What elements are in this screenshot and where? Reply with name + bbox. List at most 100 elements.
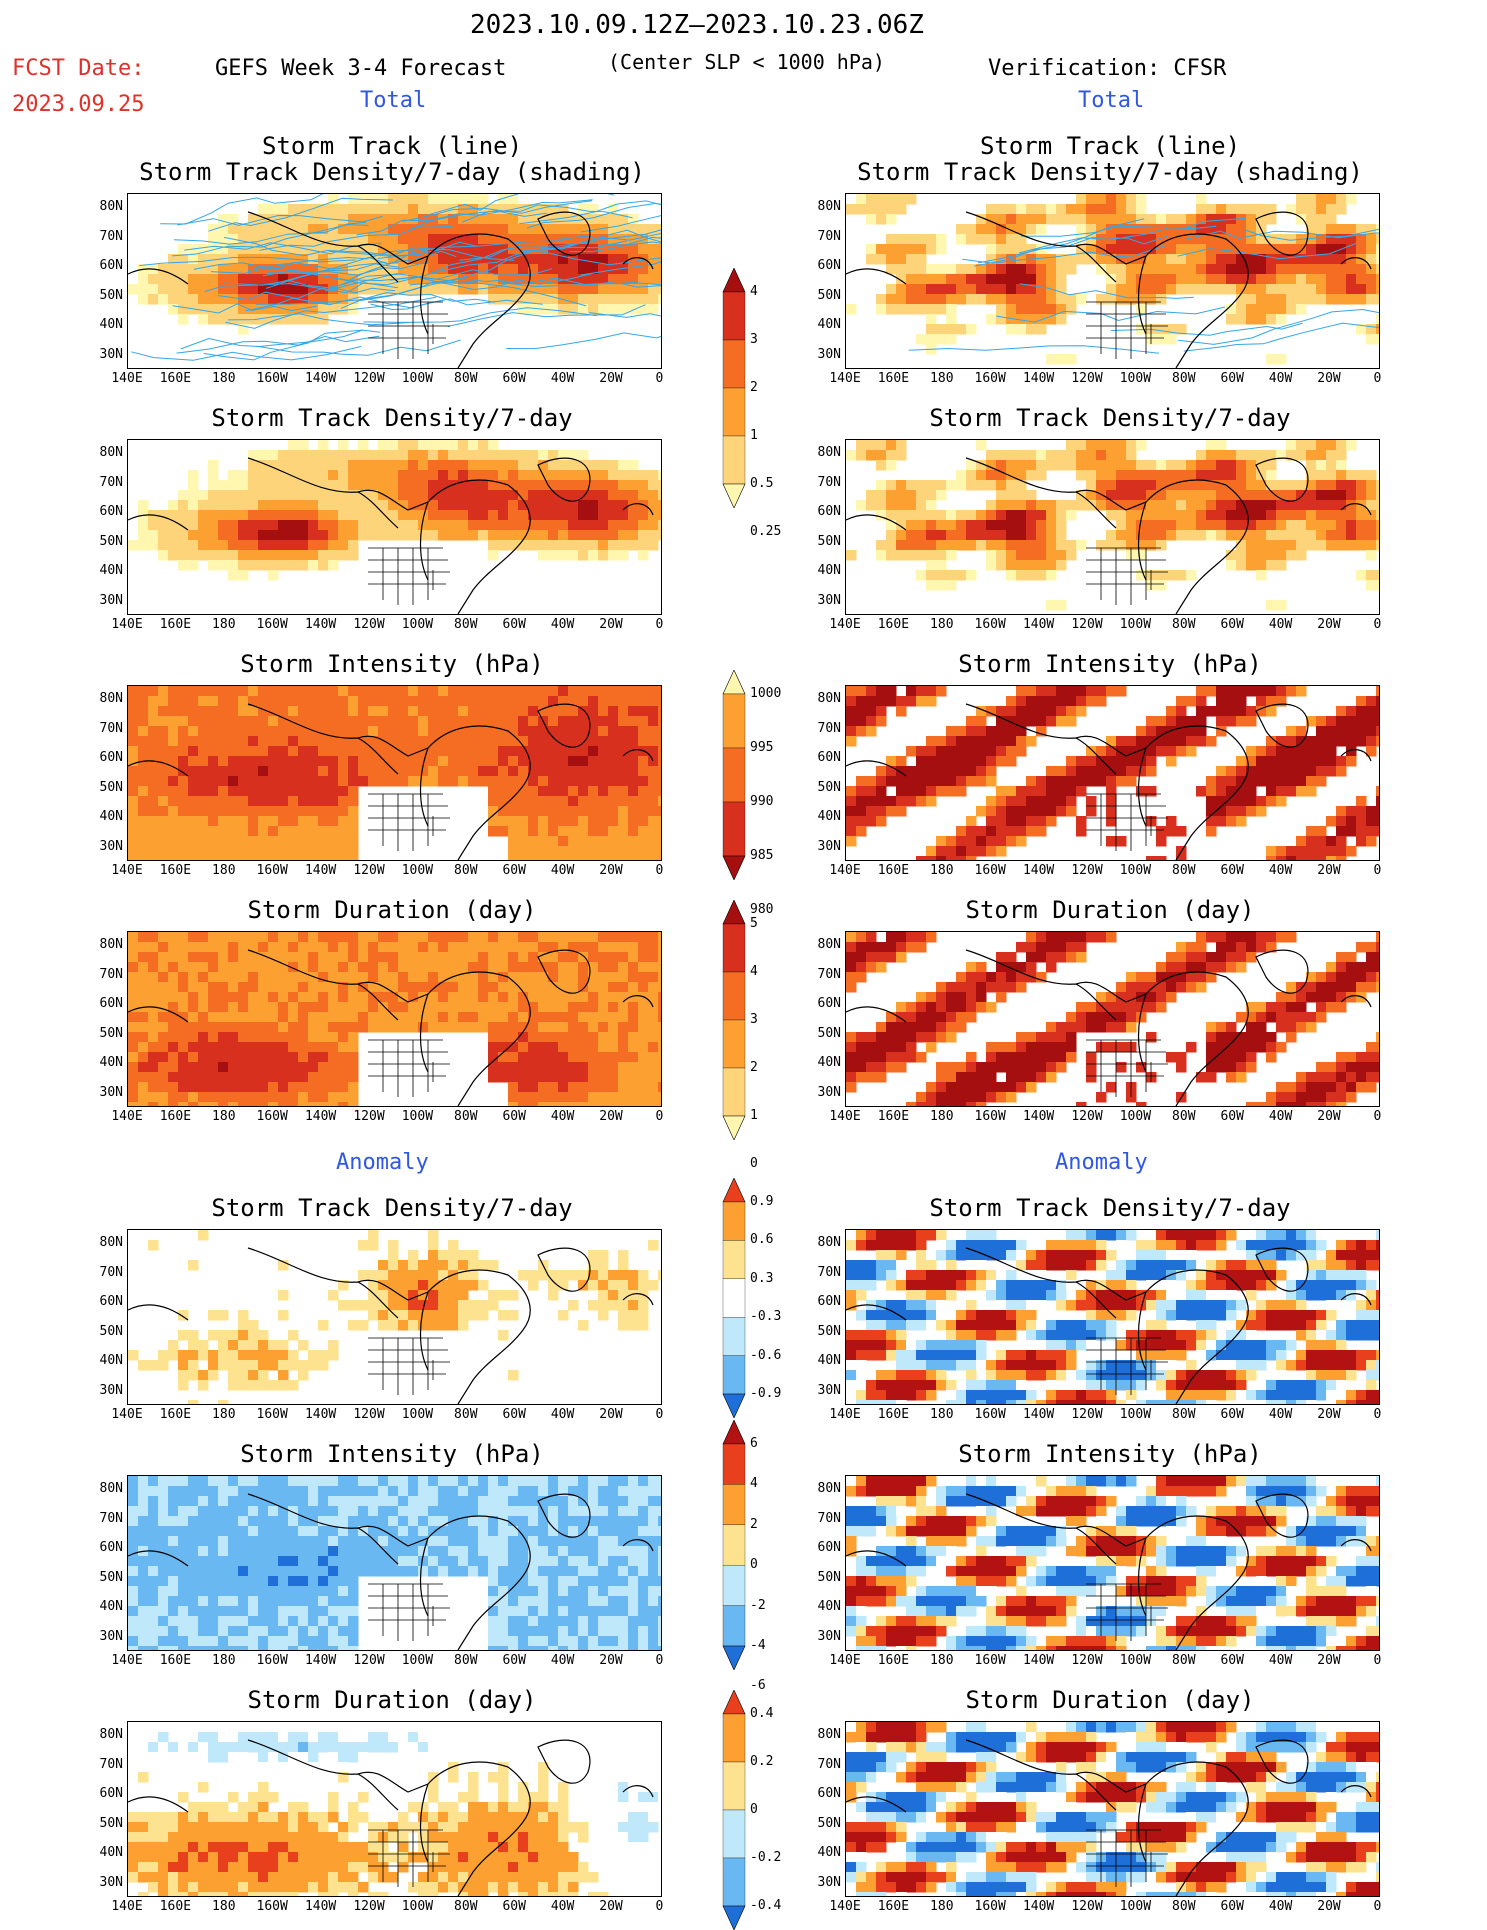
storm-track-line xyxy=(506,319,661,349)
map-dens-gefs xyxy=(127,439,662,615)
lon-tick-label: 60W xyxy=(492,1407,536,1422)
title-density-left: Storm Track Density/7-day xyxy=(112,404,672,432)
lat-tick-label: 50N xyxy=(801,780,841,795)
title-density-right: Storm Track Density/7-day xyxy=(830,404,1390,432)
lon-tick-label: 160W xyxy=(968,1109,1012,1124)
lon-tick-label: 140W xyxy=(1017,1109,1061,1124)
lon-tick-label: 120W xyxy=(347,1653,391,1668)
lon-tick-label: 120W xyxy=(347,617,391,632)
lon-tick-label: 160W xyxy=(968,1899,1012,1914)
lat-tick-label: 70N xyxy=(801,1757,841,1772)
lon-tick-label: 140E xyxy=(105,371,149,386)
lat-tick-label: 70N xyxy=(801,721,841,736)
lon-tick-label: 20W xyxy=(1307,617,1351,632)
lat-tick-label: 30N xyxy=(801,593,841,608)
lon-tick-label: 180 xyxy=(202,371,246,386)
lon-tick-label: 160W xyxy=(968,863,1012,878)
lon-tick-label: 160E xyxy=(153,1653,197,1668)
lon-tick-label: 160E xyxy=(871,371,915,386)
lon-tick-label: 140W xyxy=(1017,617,1061,632)
lon-tick-label: 60W xyxy=(1210,371,1254,386)
fcst-date-label: FCST Date: xyxy=(12,56,144,81)
lon-tick-label: 140E xyxy=(105,1407,149,1422)
state-borders xyxy=(368,1338,450,1395)
colorbar-intensity_total xyxy=(722,670,746,880)
lat-tick-label: 70N xyxy=(83,1265,123,1280)
colorbar-tick-label: -0.3 xyxy=(750,1309,781,1324)
lon-tick-label: 40W xyxy=(1259,1899,1303,1914)
map-dur-cfsr xyxy=(845,931,1380,1107)
left-anomaly-label: Anomaly xyxy=(336,1150,429,1175)
lat-tick-label: 70N xyxy=(83,1511,123,1526)
lon-tick-label: 80W xyxy=(1162,1109,1206,1124)
lon-tick-label: 20W xyxy=(589,617,633,632)
lon-tick-label: 160E xyxy=(153,863,197,878)
colorbar-tick-label: 0.2 xyxy=(750,1754,773,1769)
colorbar-intensity_anom xyxy=(722,1420,746,1670)
storm-track-line xyxy=(204,330,381,360)
title-density-anom-right: Storm Track Density/7-day xyxy=(830,1194,1390,1222)
lon-tick-label: 20W xyxy=(1307,1899,1351,1914)
storm-track-line xyxy=(131,347,361,361)
lon-tick-label: 40W xyxy=(541,863,585,878)
colorbar-tick-label: 0 xyxy=(750,1557,758,1572)
lon-tick-label: 0 xyxy=(1355,1407,1399,1422)
colorbar-tick-label: 980 xyxy=(750,902,773,917)
lon-tick-label: 100W xyxy=(395,1653,439,1668)
map-adur-gefs xyxy=(127,1721,662,1897)
lat-tick-label: 70N xyxy=(801,475,841,490)
lon-tick-label: 180 xyxy=(202,617,246,632)
lon-tick-label: 40W xyxy=(1259,617,1303,632)
lat-tick-label: 40N xyxy=(801,1599,841,1614)
lon-tick-label: 140E xyxy=(823,1899,867,1914)
lon-tick-label: 160W xyxy=(968,371,1012,386)
lat-tick-label: 30N xyxy=(83,347,123,362)
lat-tick-label: 70N xyxy=(83,721,123,736)
colorbar-tick-label: 0.6 xyxy=(750,1232,773,1247)
lon-tick-label: 140E xyxy=(823,617,867,632)
lat-tick-label: 60N xyxy=(83,1540,123,1555)
lon-tick-label: 60W xyxy=(1210,617,1254,632)
colorbar-density_total xyxy=(722,268,746,508)
lat-tick-label: 50N xyxy=(801,1026,841,1041)
lon-tick-label: 140E xyxy=(823,371,867,386)
lon-tick-label: 80W xyxy=(1162,1407,1206,1422)
lon-tick-label: 140W xyxy=(1017,1899,1061,1914)
colorbar-tick-label: -6 xyxy=(750,1678,766,1693)
lon-tick-label: 60W xyxy=(1210,1899,1254,1914)
lat-tick-label: 70N xyxy=(801,967,841,982)
colorbar-tick-label: 0.5 xyxy=(750,476,773,491)
colorbar-tick-label: 3 xyxy=(750,332,758,347)
lon-tick-label: 160W xyxy=(968,617,1012,632)
title-duration-anom-right: Storm Duration (day) xyxy=(830,1686,1390,1714)
colorbar-tick-label: 6 xyxy=(750,1436,758,1451)
lat-tick-label: 70N xyxy=(83,967,123,982)
colorbar-tick-label: 0 xyxy=(750,1156,758,1171)
lon-tick-label: 120W xyxy=(1065,863,1109,878)
lon-tick-label: 0 xyxy=(1355,863,1399,878)
lat-tick-label: 40N xyxy=(801,563,841,578)
lat-tick-label: 40N xyxy=(83,809,123,824)
lat-tick-label: 40N xyxy=(83,563,123,578)
lat-tick-label: 30N xyxy=(83,1383,123,1398)
lon-tick-label: 180 xyxy=(202,1653,246,1668)
lon-tick-label: 80W xyxy=(444,617,488,632)
colorbar-tick-label: -2 xyxy=(750,1598,766,1613)
lat-tick-label: 40N xyxy=(801,317,841,332)
lon-tick-label: 180 xyxy=(920,863,964,878)
title-track-shading-left: Storm Track Density/7-day (shading) xyxy=(112,158,672,186)
lon-tick-label: 0 xyxy=(1355,371,1399,386)
lon-tick-label: 80W xyxy=(1162,1899,1206,1914)
lat-tick-label: 70N xyxy=(801,1265,841,1280)
lon-tick-label: 180 xyxy=(202,1109,246,1124)
lat-tick-label: 30N xyxy=(83,1085,123,1100)
title-track-line-right: Storm Track (line) xyxy=(830,132,1390,160)
lon-tick-label: 40W xyxy=(541,371,585,386)
lat-tick-label: 40N xyxy=(83,1353,123,1368)
lon-tick-label: 100W xyxy=(395,1407,439,1422)
colorbar-tick-label: 1 xyxy=(750,428,758,443)
lon-tick-label: 140E xyxy=(823,1407,867,1422)
lat-tick-label: 50N xyxy=(83,288,123,303)
lon-tick-label: 0 xyxy=(637,371,681,386)
lon-tick-label: 120W xyxy=(1065,1109,1109,1124)
